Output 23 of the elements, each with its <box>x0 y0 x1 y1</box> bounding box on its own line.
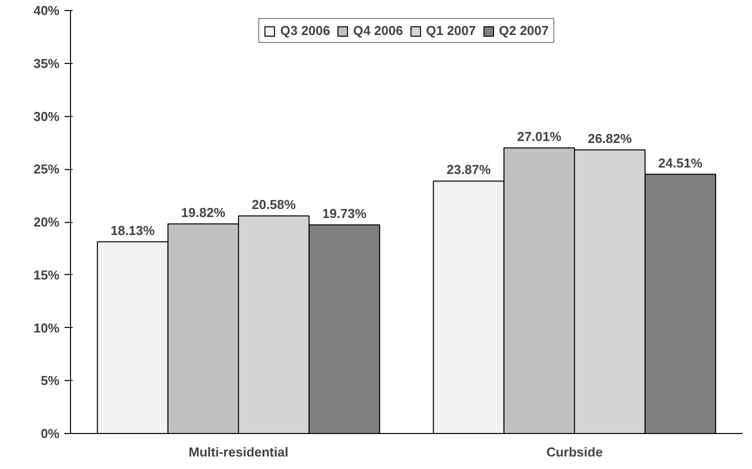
y-tick-label: 30% <box>33 108 60 124</box>
data-label: 19.73% <box>322 206 367 221</box>
legend-label: Q1 2007 <box>426 23 476 38</box>
y-tick-label: 25% <box>33 162 60 177</box>
legend-label: Q4 2006 <box>353 23 403 38</box>
data-label: 26.82% <box>588 130 632 146</box>
data-label: 23.87% <box>446 162 492 178</box>
y-tick-label: 10% <box>33 320 60 336</box>
x-tick-label: Multi-residential <box>188 444 288 460</box>
data-label: 20.58% <box>252 196 296 212</box>
y-tick-label: 20% <box>33 214 60 230</box>
x-tick-label: Curbside <box>546 444 603 460</box>
data-label: 27.01% <box>517 128 562 144</box>
y-tick-label: 35% <box>33 56 60 71</box>
y-tick-label: 40% <box>33 3 60 18</box>
data-label: 19.82% <box>181 204 226 220</box>
y-tick-label: 5% <box>40 373 60 388</box>
y-tick-label: 15% <box>33 267 60 282</box>
legend-label: Q2 2007 <box>498 23 549 38</box>
y-tick-label: 0% <box>40 426 60 441</box>
data-label: 18.13% <box>110 222 156 238</box>
data-label: 24.51% <box>658 155 703 170</box>
legend-label: Q3 2006 <box>280 23 330 38</box>
